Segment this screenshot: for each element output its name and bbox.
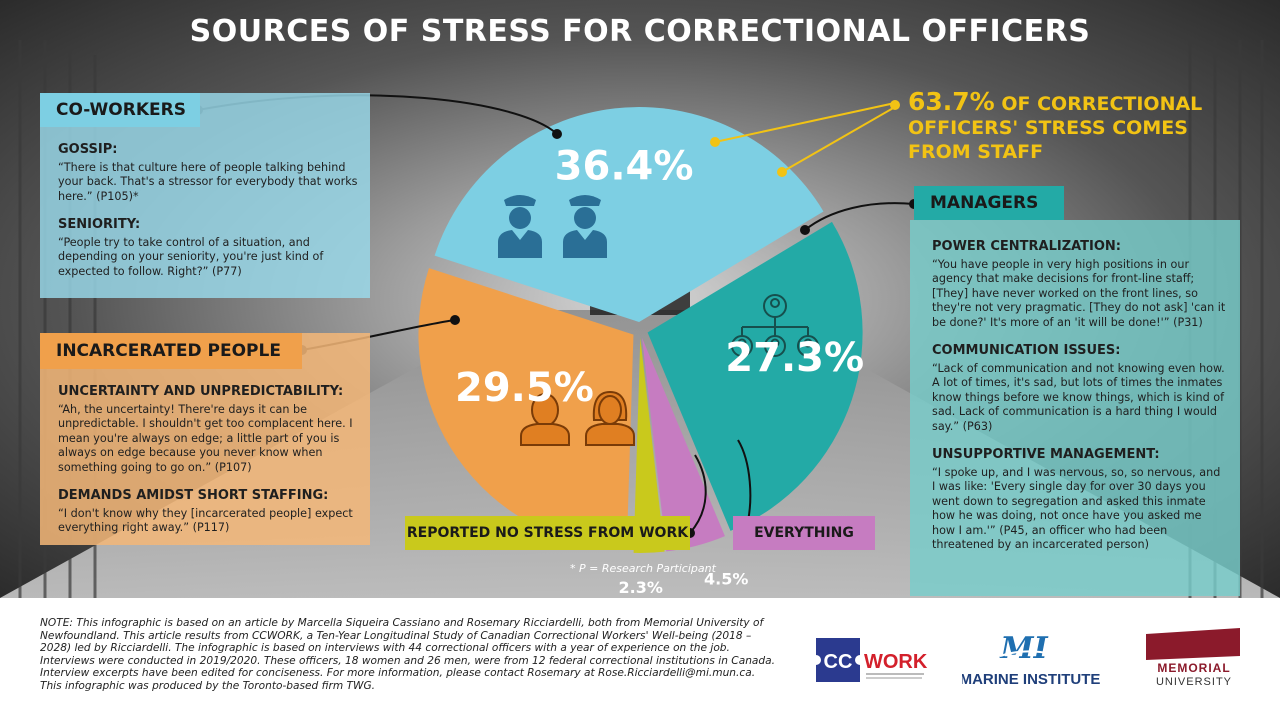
pie-label-no-stress: 2.3%: [619, 578, 663, 597]
managers-connector: [804, 202, 915, 231]
seniority-quote: “People try to take control of a situati…: [58, 235, 324, 278]
slice-icons: [498, 195, 819, 446]
pie-slice-managers: [647, 221, 863, 531]
unsupportive-quote: “I spoke up, and I was nervous, so, so n…: [932, 465, 1221, 552]
gossip-quote: “There is that culture here of people ta…: [58, 160, 358, 203]
unsupportive-title: UNSUPPORTIVE MANAGEMENT:: [932, 447, 1160, 462]
gossip-title: GOSSIP:: [58, 142, 118, 157]
callout-line-coworkers: [714, 102, 896, 143]
uncertainty-title: UNCERTAINTY AND UNPREDICTABILITY:: [58, 384, 344, 399]
ccwork-logo-work: WORK: [864, 651, 928, 673]
coworkers-connector-end: [552, 129, 562, 139]
pie-slice-incarcerated: [418, 268, 634, 550]
power-centralization-quote: “You have people in very high positions …: [932, 257, 1226, 329]
communication-title: COMMUNICATION ISSUES:: [932, 343, 1121, 358]
ccwork-logo-cc: CC: [824, 651, 853, 673]
participant-footnote: * P = Research Participant: [570, 562, 716, 575]
people-icons: [520, 390, 635, 446]
managers-panel: [910, 220, 1240, 596]
page-title: SOURCES OF STRESS FOR CORRECTIONAL OFFIC…: [189, 14, 1091, 49]
communication-quote: “Lack of communication and not knowing e…: [932, 361, 1225, 433]
incarcerated-body: UNCERTAINTY AND UNPREDICTABILITY: “Ah, t…: [58, 384, 363, 550]
coworkers-heading: CO-WORKERS: [40, 93, 200, 127]
short-staffing-quote: “I don't know why they [incarcerated peo…: [58, 506, 353, 535]
ccwork-logo: CC WORK: [812, 638, 928, 682]
coworkers-panel: [40, 93, 370, 298]
pie-label-managers: 27.3%: [725, 335, 864, 381]
ccwork-logo-block: [816, 638, 860, 682]
callout-dot-junction: [890, 100, 900, 110]
pie-label-incarcerated: 29.5%: [455, 365, 594, 411]
callout-line-managers: [781, 106, 896, 173]
incarcerated-connector-end: [450, 315, 460, 325]
no-stress-connector: [689, 454, 707, 534]
memorial-text-bottom: UNIVERSITY: [1156, 676, 1232, 688]
everything-tag: EVERYTHING: [733, 516, 875, 550]
staff-callout: 63.7% OF CORRECTIONAL OFFICERS' STRESS C…: [908, 87, 1248, 164]
incarcerated-heading: INCARCERATED PEOPLE: [40, 333, 302, 369]
pie-label-everything: 4.5%: [704, 570, 748, 589]
managers-heading: MANAGERS: [914, 186, 1064, 220]
memorial-text-top: MEMORIAL: [1157, 661, 1230, 675]
callout-text: OF CORRECTIONAL OFFICERS' STRESS COMES F…: [908, 93, 1203, 163]
power-centralization-title: POWER CENTRALIZATION:: [932, 239, 1122, 254]
marine-institute-logo: MI MARINE INSTITUTE: [962, 631, 1100, 688]
pie-slice-everything: [642, 337, 725, 552]
coworkers-body: GOSSIP: “There is that culture here of p…: [58, 142, 358, 293]
seniority-title: SENIORITY:: [58, 217, 141, 232]
managers-connector-end: [800, 225, 810, 235]
pie-slice-coworkers: [434, 107, 824, 323]
pie-chart: 36.4% 27.3% 4.5% 2.3% 29.5%: [193, 94, 919, 597]
source-note: NOTE: This infographic is based on an ar…: [40, 617, 775, 692]
marine-institute-mark: MI: [999, 631, 1048, 666]
memorial-flag: [1146, 628, 1240, 660]
callout-value: 63.7%: [908, 87, 995, 116]
officer-icons: [498, 195, 607, 258]
marine-institute-text: MARINE INSTITUTE: [962, 671, 1100, 688]
uncertainty-quote: “Ah, the uncertainty! There're days it c…: [58, 402, 353, 474]
callout-dot-managers: [777, 167, 787, 177]
pie-label-coworkers: 36.4%: [555, 144, 694, 190]
org-chart-icon: [731, 294, 819, 357]
short-staffing-title: DEMANDS AMIDST SHORT STAFFING:: [58, 488, 329, 503]
memorial-university-logo: MEMORIAL UNIVERSITY: [1146, 628, 1240, 688]
no-stress-tag: REPORTED NO STRESS FROM WORK: [405, 516, 690, 550]
callout-dot-coworkers: [710, 137, 720, 147]
managers-body: POWER CENTRALIZATION: “You have people i…: [932, 239, 1227, 567]
pie-slice-no-stress: [633, 337, 665, 553]
